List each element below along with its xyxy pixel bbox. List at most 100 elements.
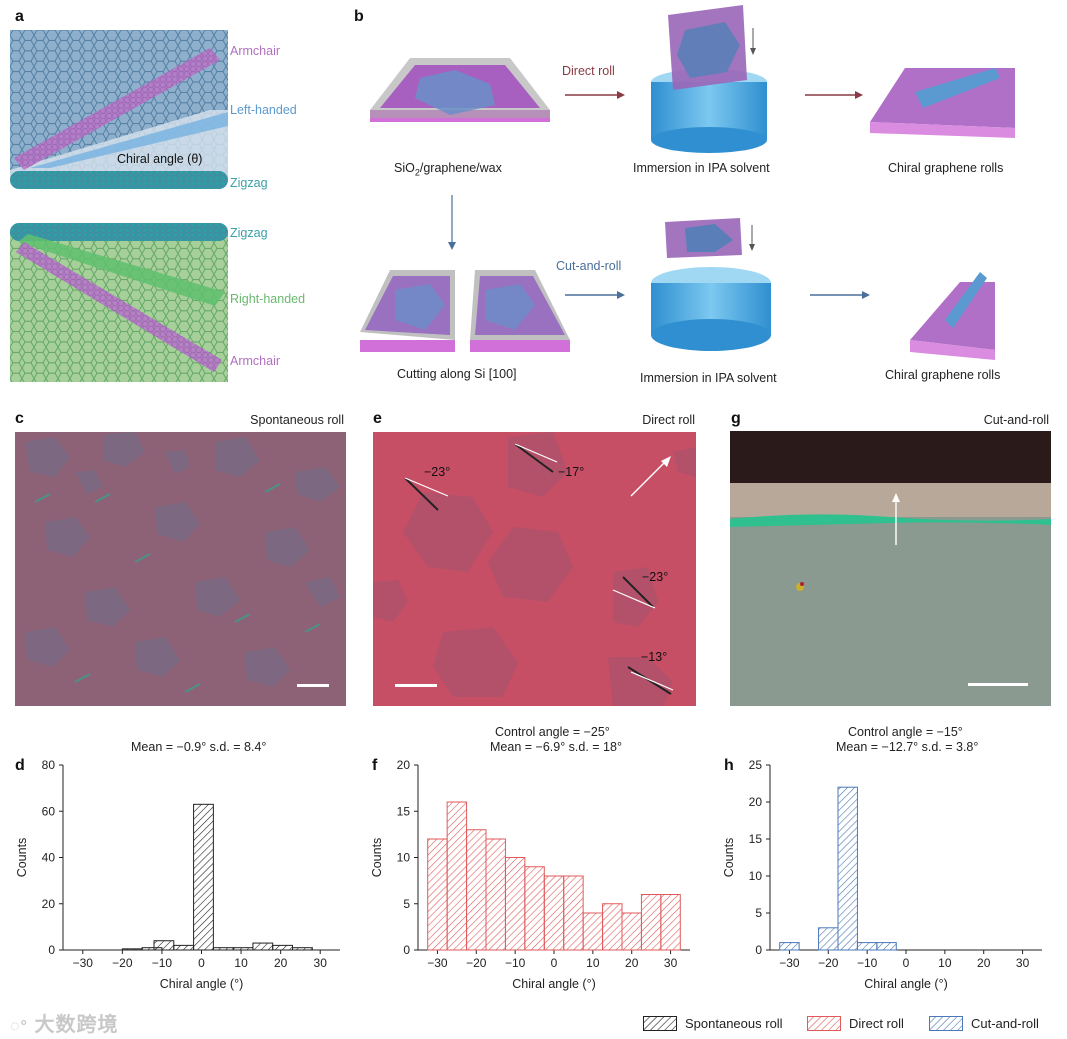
y-tick-label: 10	[397, 851, 411, 865]
y-tick-label: 0	[48, 943, 55, 957]
x-tick-label: 20	[625, 956, 639, 970]
label-cut-and-roll: Cut-and-roll	[556, 259, 622, 273]
chiral-rolls-wafer-top	[870, 68, 1015, 138]
panel-label-f: f	[372, 757, 378, 774]
chiral-rolls-wafer-bottom	[910, 272, 995, 360]
x-tick-label: 20	[274, 956, 288, 970]
histogram-f: 0 5 10 15 20 −30 −20 −10 0 10 20 30 Chiral angle (°)…	[370, 758, 690, 991]
caption-chiral-rolls-bottom: Chiral graphene rolls	[885, 368, 1001, 382]
histogram-bar	[640, 894, 662, 951]
x-tick-label: −20	[112, 956, 133, 970]
micrograph-title-e: Direct roll	[642, 413, 695, 427]
micrograph-direct	[373, 432, 696, 706]
x-axis-label: Chiral angle (°)	[160, 977, 244, 991]
x-tick-label: −10	[505, 956, 526, 970]
caption-cutting: Cutting along Si [100]	[397, 367, 517, 381]
x-tick-label: 0	[551, 956, 558, 970]
legend-cut: Cut-and-roll	[929, 1016, 1039, 1031]
y-axis-label: Counts	[722, 838, 736, 878]
angle-label-3: −23°	[642, 570, 669, 584]
angle-label-4: −13°	[641, 650, 668, 664]
legend-swatch-spontaneous	[643, 1016, 677, 1031]
x-tick-label: 30	[314, 956, 328, 970]
watermark: ◌° 大数跨境	[10, 1014, 119, 1036]
histogram-h: 0 5 10 15 20 25 −30 −20 −10 0 10 20 30 Chiral angle (…	[722, 758, 1042, 991]
micrograph-title-c: Spontaneous roll	[250, 413, 344, 427]
legend-swatch-direct	[807, 1016, 841, 1031]
histogram-bar	[427, 838, 448, 951]
stats-d: Mean = −0.9° s.d. = 8.4°	[131, 740, 267, 754]
label-left-handed: Left-handed	[230, 103, 297, 117]
y-tick-label: 5	[403, 897, 410, 911]
ipa-bath-top	[651, 5, 767, 153]
panel-label-e: e	[373, 410, 382, 427]
label-direct-roll: Direct roll	[562, 64, 615, 78]
y-tick-label: 10	[749, 869, 763, 883]
histogram-bar	[446, 801, 468, 951]
micrograph-spontaneous	[15, 432, 346, 706]
x-tick-label: 20	[977, 956, 991, 970]
y-tick-label: 0	[403, 943, 410, 957]
histogram-bar	[193, 803, 214, 951]
left-handed-sheet	[30, 112, 228, 168]
x-tick-label: 10	[234, 956, 248, 970]
label-right-handed: Right-handed	[230, 292, 306, 306]
angle-label-2: −17°	[558, 465, 585, 479]
histogram-bar	[856, 942, 878, 951]
panel-label-c: c	[15, 410, 24, 427]
wafer-sio2-graphene-wax	[370, 58, 550, 122]
ipa-bath-bottom	[651, 218, 771, 351]
micrograph-title-g: Cut-and-roll	[983, 413, 1049, 427]
x-tick-label: 0	[198, 956, 205, 970]
x-axis-label: Chiral angle (°)	[864, 977, 948, 991]
histogram-bar	[466, 829, 487, 951]
histogram-bar	[485, 838, 506, 951]
y-tick-label: 25	[749, 758, 763, 772]
label-armchair-top: Armchair	[230, 44, 281, 58]
histogram-bar	[524, 866, 545, 951]
histogram-bar	[121, 948, 143, 951]
y-axis-label: Counts	[370, 838, 384, 878]
control-f: Control angle = −25°	[495, 725, 610, 739]
histogram-bar	[602, 903, 623, 951]
histogram-bar	[779, 942, 800, 951]
x-tick-label: −10	[152, 956, 173, 970]
caption-immersion-top: Immersion in IPA solvent	[633, 161, 770, 175]
x-tick-label: −30	[73, 956, 94, 970]
x-tick-label: 30	[664, 956, 678, 970]
panel-label-a: a	[15, 8, 24, 25]
x-tick-label: −30	[427, 956, 448, 970]
histogram-bar	[153, 940, 175, 951]
label-zigzag-top: Zigzag	[230, 176, 268, 190]
micrograph-cut-and-roll	[730, 431, 1051, 706]
y-tick-label: 15	[397, 804, 411, 818]
stats-h: Mean = −12.7° s.d. = 3.8°	[836, 740, 979, 754]
right-handed-roll	[18, 234, 225, 306]
y-tick-label: 20	[42, 897, 56, 911]
y-tick-label: 0	[755, 943, 762, 957]
histogram-bar	[660, 894, 681, 951]
histogram-bar	[173, 944, 195, 951]
histogram-bar	[818, 927, 839, 951]
histogram-bar	[252, 942, 274, 951]
label-armchair-bottom: Armchair	[230, 354, 281, 368]
histogram-bar	[621, 912, 642, 951]
caption-immersion-bottom: Immersion in IPA solvent	[640, 371, 777, 385]
y-tick-label: 80	[42, 758, 56, 772]
x-tick-label: −10	[857, 956, 878, 970]
caption-sio2-graphene-wax: SiO2/graphene/wax	[394, 161, 502, 178]
histogram-bar	[272, 944, 294, 951]
x-tick-label: 10	[586, 956, 600, 970]
histogram-bar	[837, 786, 858, 951]
x-tick-label: 10	[938, 956, 952, 970]
x-tick-label: −20	[466, 956, 487, 970]
legend-label-cut: Cut-and-roll	[971, 1016, 1039, 1031]
x-tick-label: 30	[1016, 956, 1030, 970]
histogram-bar	[543, 875, 565, 951]
y-tick-label: 20	[397, 758, 411, 772]
scale-bar-e	[395, 684, 437, 687]
y-tick-label: 20	[749, 795, 763, 809]
x-axis-label: Chiral angle (°)	[512, 977, 596, 991]
x-tick-label: −20	[818, 956, 839, 970]
legend-label-spontaneous: Spontaneous roll	[685, 1016, 783, 1031]
